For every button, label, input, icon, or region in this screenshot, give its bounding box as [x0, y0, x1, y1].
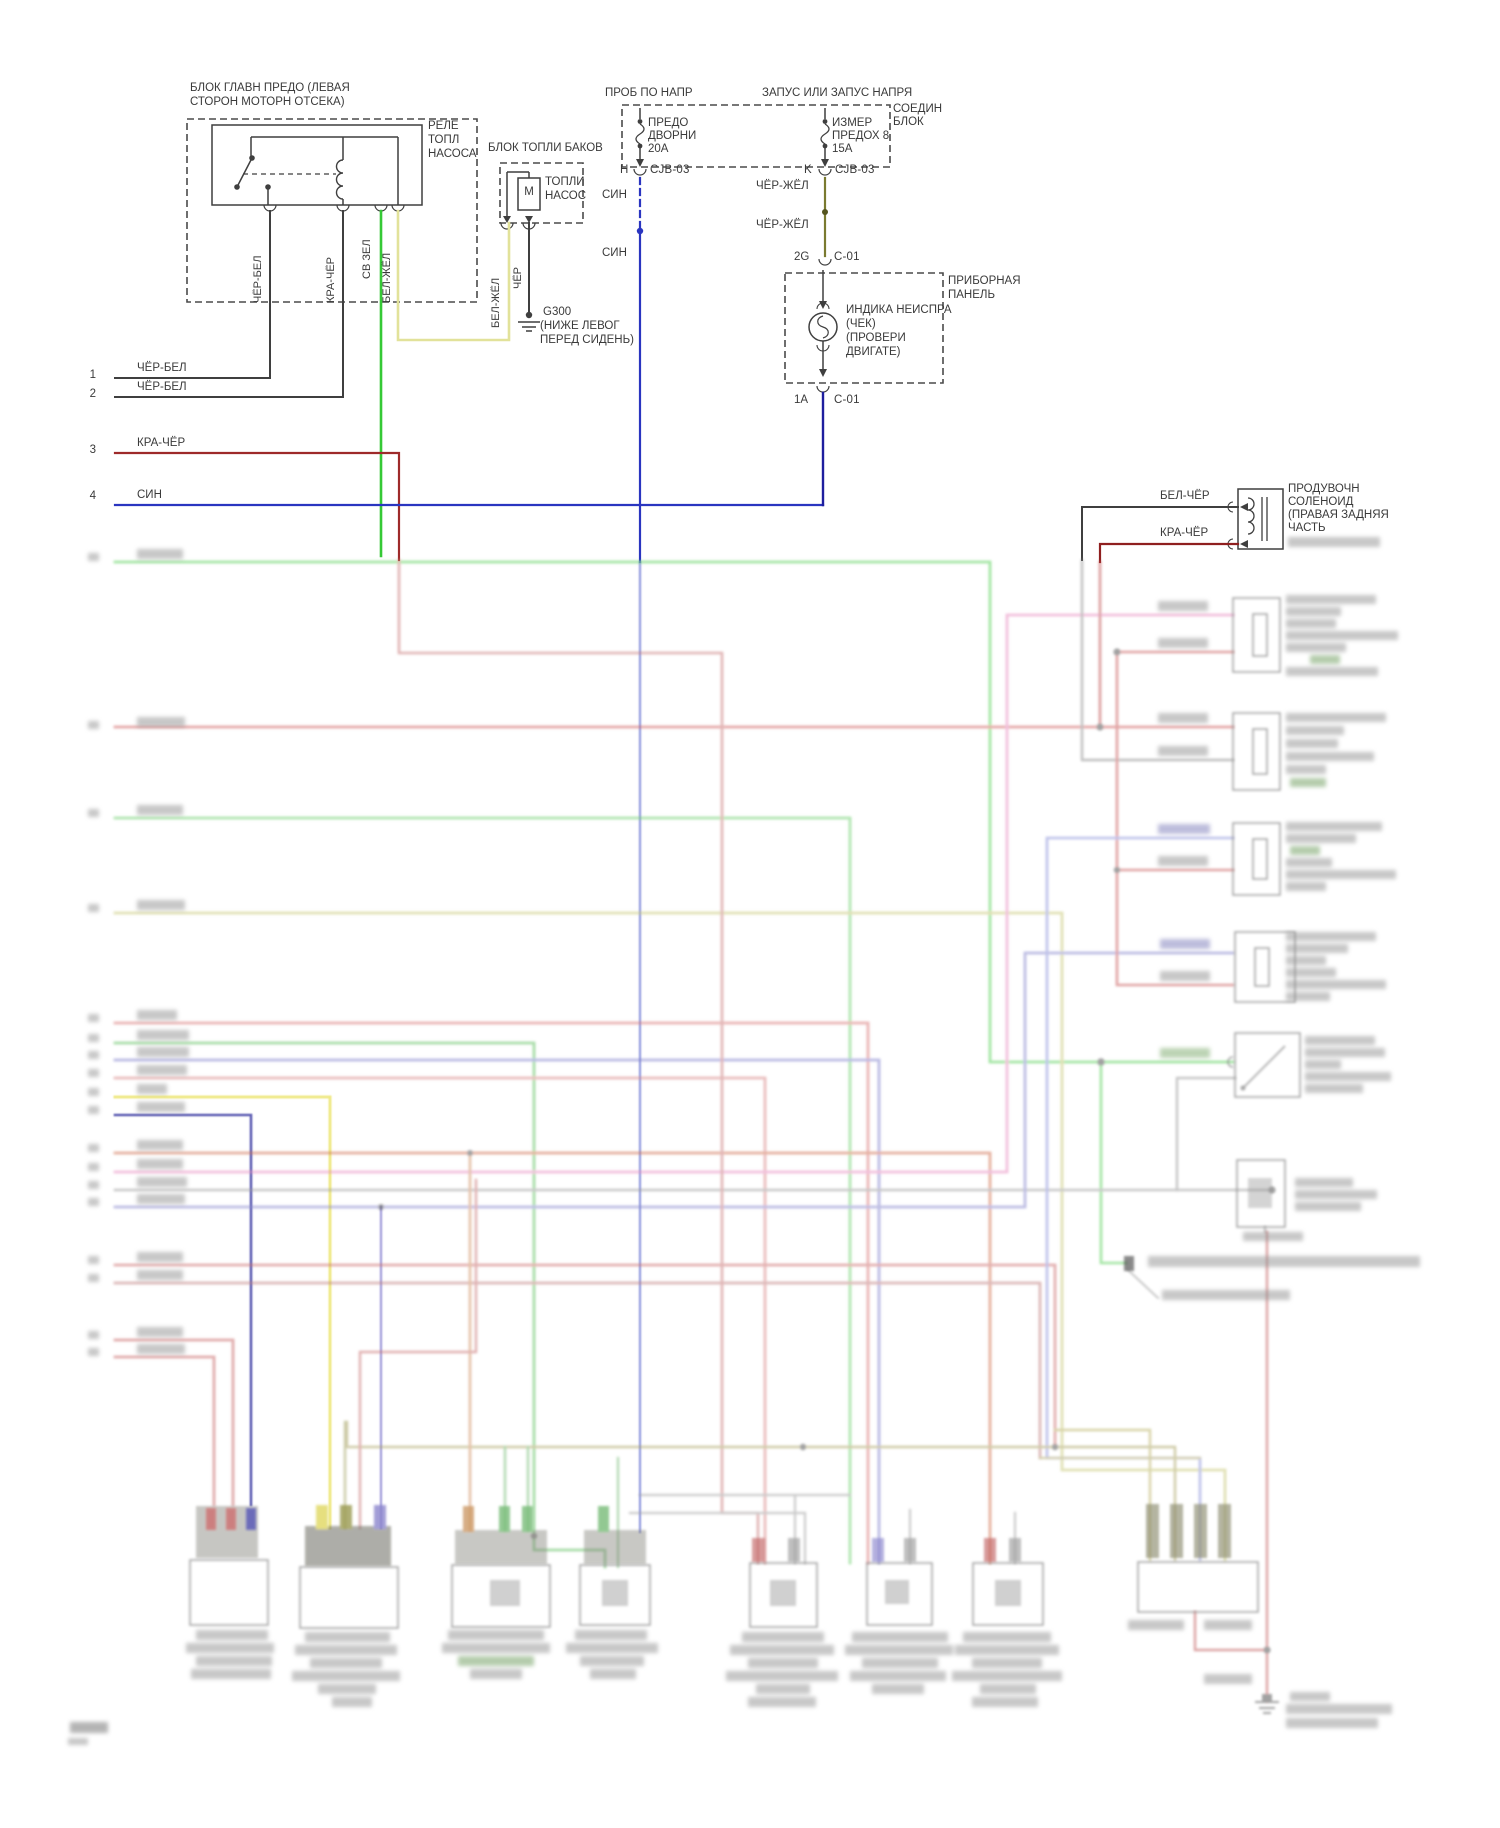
wire-sin-label-2: СИН — [602, 247, 627, 259]
bottom-connector-5 — [749, 1562, 818, 1628]
fuse2-line2: ПРЕДОХ 8 — [832, 130, 890, 142]
main-fuse-block-title-1: БЛОК ГЛАВН ПРЕДО (ЛЕВАЯ — [190, 82, 350, 94]
panel-title-1: ПРИБОРНАЯ — [948, 275, 1021, 287]
ecu-pin-1-label: ЧЁР-БЕЛ — [137, 362, 187, 374]
bottom-connector-2 — [299, 1566, 399, 1629]
crisp-wires — [113, 176, 1240, 564]
blurred-text-blobs — [68, 537, 1420, 1745]
dashed-boxes — [186, 104, 944, 384]
ecu-pin-4-label: СИН — [137, 489, 162, 501]
fuel-pump-relay — [211, 124, 423, 212]
bottom-connector-3 — [451, 1564, 551, 1628]
ecu-pin-3-number: 3 — [89, 444, 96, 456]
relay-label-3: НАСОСА — [428, 148, 477, 160]
check-lamp-label-2: (ЧЕК) — [846, 318, 876, 330]
solenoid-wire-bottom-label: КРА-ЧЁР — [1160, 527, 1209, 539]
ecu-pin-2-label: ЧЁР-БЕЛ — [137, 381, 187, 393]
solenoid-label-3: (ПРАВАЯ ЗАДНЯЯ — [1288, 509, 1389, 521]
ground-g300-line2: (НИЖЕ ЛЕВОГ — [540, 320, 620, 332]
wire-cheryol-label-1: ЧЁР-ЖЁЛ — [756, 180, 809, 192]
fuel-pump-label-2: НАСОС — [545, 190, 587, 202]
check-lamp-label-1: ИНДИКА НЕИСПРА — [846, 304, 952, 316]
bottom-connector-8 — [1137, 1561, 1259, 1613]
check-lamp-label-3: (ПРОВЕРИ — [846, 332, 906, 344]
small-component-box — [1236, 1159, 1286, 1228]
blurred-pin-bands — [196, 1178, 1272, 1606]
ground-g300 — [518, 311, 540, 332]
fuse1-line1: ПРЕДО — [648, 117, 689, 129]
ground-g300-name: G300 — [543, 306, 572, 318]
conn-h-pin: H — [620, 164, 629, 176]
conn-h-id: CJB-03 — [650, 164, 690, 176]
switch-block — [1227, 1032, 1301, 1098]
check-engine-lamp — [808, 270, 838, 377]
relay-wire-label-cher-bel: ЧЁР-БЕЛ — [252, 255, 264, 303]
ecu-pin-2-number: 2 — [89, 388, 96, 400]
fuse2-line1: ИЗМЕР — [832, 117, 873, 129]
junction-name-2: БЛОК — [893, 116, 924, 128]
conn-2g-pin: 2G — [794, 251, 810, 263]
bottom-connector-4 — [579, 1564, 651, 1626]
fuse1-line2: ДВОРНИ — [648, 130, 697, 142]
solenoid-label-2: СОЛЕНОИД — [1288, 496, 1354, 508]
conn-k-id: CJB-03 — [835, 164, 875, 176]
conn-2g-id: C-01 — [834, 251, 860, 263]
junction-name-1: СОЕДИН — [893, 103, 943, 115]
right-block-1 — [1232, 597, 1281, 673]
motor-symbol: М — [524, 186, 534, 198]
relay-wire-label-bel-zhel: БЕЛ-ЖЁЛ — [381, 252, 393, 303]
bottom-connector-6 — [866, 1562, 933, 1626]
check-lamp-label-4: ДВИГАТЕ) — [846, 346, 901, 358]
blurred-components — [189, 597, 1301, 1629]
faded-wires — [113, 558, 1279, 1714]
pump-wire-label-cher: ЧЁР — [512, 266, 524, 289]
fuse2-amp: 15А — [832, 143, 853, 155]
right-block-2 — [1232, 712, 1281, 791]
conn-k-pin: K — [804, 164, 812, 176]
relay-label-1: РЕЛЕ — [428, 120, 459, 132]
relay-wire-label-kra-cher: КРА-ЧЁР — [325, 256, 337, 303]
ecu-pin-3-label: КРА-ЧЁР — [137, 437, 186, 449]
right-block-4 — [1234, 931, 1296, 1003]
relay-wire-label-sv-zel: СВ ЗЕЛ — [361, 239, 373, 279]
fuel-tank-block-title: БЛОК ТОПЛИ БАКОВ — [488, 142, 603, 154]
fuel-pump-motor — [500, 171, 541, 230]
relay-label-2: ТОПЛ — [428, 134, 460, 146]
purge-solenoid-symbol — [1227, 488, 1284, 550]
solenoid-label-4: ЧАСТЬ — [1288, 522, 1326, 534]
ground-g300-line3: ПЕРЕД СИДЕНЬ) — [540, 334, 634, 346]
conn-1a-id: C-01 — [834, 394, 860, 406]
fuel-pump-label-1: ТОПЛИ — [545, 176, 585, 188]
panel-title-2: ПАНЕЛЬ — [948, 289, 996, 301]
pump-wire-label-bel-zhel: БЕЛ-ЖЁЛ — [490, 277, 502, 328]
bottom-connector-7 — [972, 1562, 1044, 1626]
junction-label-left: ПРОБ ПО НАПР — [605, 87, 693, 99]
solenoid-label-1: ПРОДУВОЧН — [1288, 483, 1360, 495]
wire-cheryol-label-2: ЧЁР-ЖЁЛ — [756, 219, 809, 231]
ecu-pin-1-number: 1 — [89, 369, 96, 381]
main-fuse-block-title-2: СТОРОН МОТОРН ОТСЕКА) — [190, 96, 345, 108]
wire-sin-label-1: СИН — [602, 189, 627, 201]
bottom-connector-1 — [189, 1559, 269, 1626]
right-block-3 — [1232, 822, 1281, 896]
junction-label-right: ЗАПУС ИЛИ ЗАПУС НАПРЯ — [762, 87, 913, 99]
fuse1-amp: 20А — [648, 143, 669, 155]
ecu-pin-4-number: 4 — [89, 490, 96, 502]
solenoid-wire-top-label: БЕЛ-ЧЁР — [1160, 490, 1210, 502]
conn-1a-pin: 1A — [794, 394, 809, 406]
faded-wires-strong — [113, 560, 642, 1534]
